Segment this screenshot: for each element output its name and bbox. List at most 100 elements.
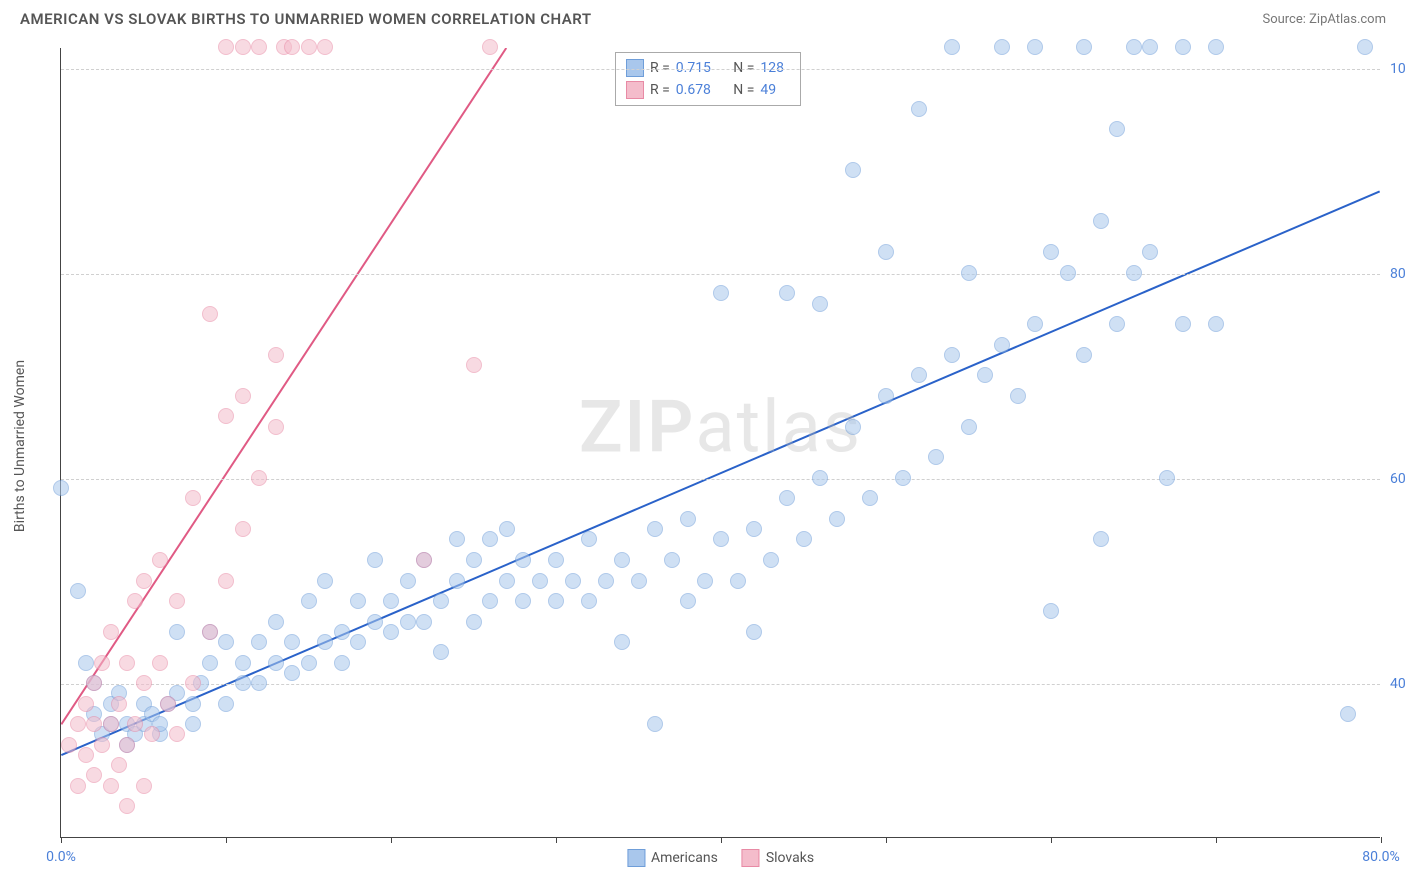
data-point	[350, 634, 366, 650]
data-point	[136, 573, 152, 589]
data-point	[86, 716, 102, 732]
data-point	[169, 593, 185, 609]
legend-item: Slovaks	[742, 849, 814, 867]
data-point	[845, 419, 861, 435]
chart-source: Source: ZipAtlas.com	[1262, 12, 1386, 27]
data-point	[218, 39, 234, 55]
data-point	[1109, 316, 1125, 332]
data-point	[515, 552, 531, 568]
data-point	[1010, 388, 1026, 404]
data-point	[136, 778, 152, 794]
data-point	[53, 480, 69, 496]
data-point	[713, 531, 729, 547]
data-point	[994, 337, 1010, 353]
data-point	[400, 573, 416, 589]
data-point	[202, 306, 218, 322]
data-point	[482, 593, 498, 609]
data-point	[1208, 316, 1224, 332]
data-point	[878, 388, 894, 404]
legend-swatch	[627, 849, 645, 867]
data-point	[127, 593, 143, 609]
scatter-chart: ZIPatlas R = 0.715 N = 128R = 0.678 N = …	[60, 48, 1380, 838]
data-point	[218, 408, 234, 424]
data-point	[70, 716, 86, 732]
data-point	[1126, 265, 1142, 281]
legend-stats-box: R = 0.715 N = 128R = 0.678 N = 49	[615, 52, 801, 106]
gridline	[61, 274, 1380, 275]
legend-label: Americans	[651, 850, 718, 866]
trend-lines-svg	[61, 48, 1380, 837]
data-point	[1093, 213, 1109, 229]
data-point	[1159, 470, 1175, 486]
data-point	[680, 593, 696, 609]
data-point	[581, 531, 597, 547]
data-point	[482, 531, 498, 547]
data-point	[1175, 39, 1191, 55]
data-point	[994, 39, 1010, 55]
data-point	[466, 552, 482, 568]
data-point	[94, 655, 110, 671]
data-point	[111, 757, 127, 773]
y-tick-label: 60.0%	[1390, 471, 1406, 487]
legend-r-label: R =	[650, 82, 670, 98]
data-point	[284, 665, 300, 681]
data-point	[160, 696, 176, 712]
chart-header: AMERICAN VS SLOVAK BIRTHS TO UNMARRIED W…	[0, 0, 1406, 34]
data-point	[1340, 706, 1356, 722]
data-point	[1076, 347, 1092, 363]
data-point	[301, 39, 317, 55]
data-point	[845, 162, 861, 178]
data-point	[532, 573, 548, 589]
data-point	[895, 470, 911, 486]
x-tick	[226, 837, 227, 843]
data-point	[1043, 603, 1059, 619]
data-point	[548, 593, 564, 609]
data-point	[664, 552, 680, 568]
data-point	[235, 521, 251, 537]
data-point	[301, 655, 317, 671]
data-point	[185, 716, 201, 732]
data-point	[746, 521, 762, 537]
gridline	[61, 69, 1380, 70]
data-point	[631, 573, 647, 589]
data-point	[334, 655, 350, 671]
x-tick	[61, 837, 62, 843]
data-point	[1076, 39, 1092, 55]
legend-n-label: N =	[730, 82, 755, 98]
data-point	[70, 583, 86, 599]
data-point	[961, 419, 977, 435]
data-point	[78, 696, 94, 712]
data-point	[697, 573, 713, 589]
data-point	[779, 490, 795, 506]
legend-item: Americans	[627, 849, 718, 867]
y-axis-label: Births to Unmarried Women	[12, 360, 28, 532]
x-tick	[721, 837, 722, 843]
data-point	[581, 593, 597, 609]
data-point	[647, 521, 663, 537]
data-point	[268, 614, 284, 630]
data-point	[1043, 244, 1059, 260]
data-point	[598, 573, 614, 589]
data-point	[235, 655, 251, 671]
data-point	[499, 521, 515, 537]
data-point	[169, 624, 185, 640]
data-point	[779, 285, 795, 301]
data-point	[746, 624, 762, 640]
data-point	[367, 552, 383, 568]
data-point	[1060, 265, 1076, 281]
x-tick	[556, 837, 557, 843]
y-tick-label: 80.0%	[1390, 266, 1406, 282]
data-point	[680, 511, 696, 527]
data-point	[449, 573, 465, 589]
data-point	[433, 593, 449, 609]
data-point	[103, 624, 119, 640]
data-point	[383, 593, 399, 609]
data-point	[218, 634, 234, 650]
data-point	[235, 388, 251, 404]
data-point	[829, 511, 845, 527]
data-point	[86, 767, 102, 783]
data-point	[218, 573, 234, 589]
data-point	[144, 726, 160, 742]
data-point	[185, 490, 201, 506]
data-point	[185, 675, 201, 691]
